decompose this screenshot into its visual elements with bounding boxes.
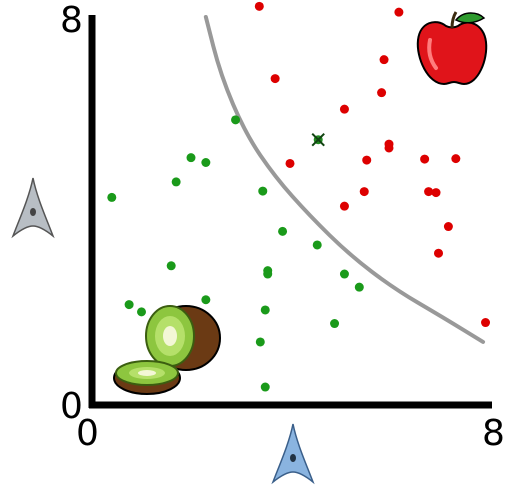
red-data-point [339, 201, 349, 211]
green-data-point [107, 192, 117, 202]
red-data-point [384, 143, 394, 153]
red-data-point [451, 154, 461, 164]
red-data-point [424, 187, 434, 197]
green-data-point [260, 305, 270, 315]
red-data-point [377, 88, 387, 98]
red-data-point [379, 55, 389, 65]
green-data-point [137, 307, 146, 317]
green-data-point [339, 269, 349, 279]
green-data-point [186, 153, 196, 163]
green-data-point [258, 186, 268, 196]
green-data-point [201, 295, 211, 305]
blue-arrow-cell-icon [271, 423, 315, 485]
red-data-point [481, 318, 491, 328]
y-tick-label-max: 8 [60, 0, 83, 41]
red-data-point [254, 1, 264, 11]
marked-point-x [311, 132, 325, 147]
green-data-point [171, 177, 181, 187]
y-tick-label-min: 0 [60, 386, 83, 427]
red-data-point [420, 154, 430, 164]
green-data-point [330, 319, 340, 329]
green-data-point [312, 240, 322, 250]
x-tick-label-max: 8 [482, 413, 505, 454]
red-data-point [359, 187, 369, 197]
green-data-point [278, 226, 288, 236]
red-data-point [431, 188, 441, 198]
green-data-point [166, 261, 176, 271]
decision-boundary-curve [203, 15, 486, 344]
red-data-point [443, 222, 453, 232]
red-data-point [285, 158, 295, 168]
green-data-point [260, 382, 270, 392]
axes [88, 15, 492, 409]
green-data-point [231, 115, 241, 125]
red-data-point [394, 7, 404, 17]
red-data-point [339, 104, 349, 114]
red-data-point [434, 248, 443, 258]
points-layer [107, 1, 491, 392]
gray-arrow-cell-icon [11, 177, 55, 239]
marked-point-cross-stroke [311, 132, 325, 147]
green-data-point [124, 300, 134, 310]
x-tick-label-min: 0 [76, 413, 99, 454]
kiwi-icon [113, 305, 221, 395]
red-data-point [362, 155, 372, 165]
green-data-point [255, 337, 265, 347]
green-data-point [354, 282, 364, 292]
red-data-point [270, 74, 280, 84]
green-data-point [263, 269, 273, 279]
green-data-point [201, 158, 211, 167]
apple-icon [416, 11, 488, 86]
